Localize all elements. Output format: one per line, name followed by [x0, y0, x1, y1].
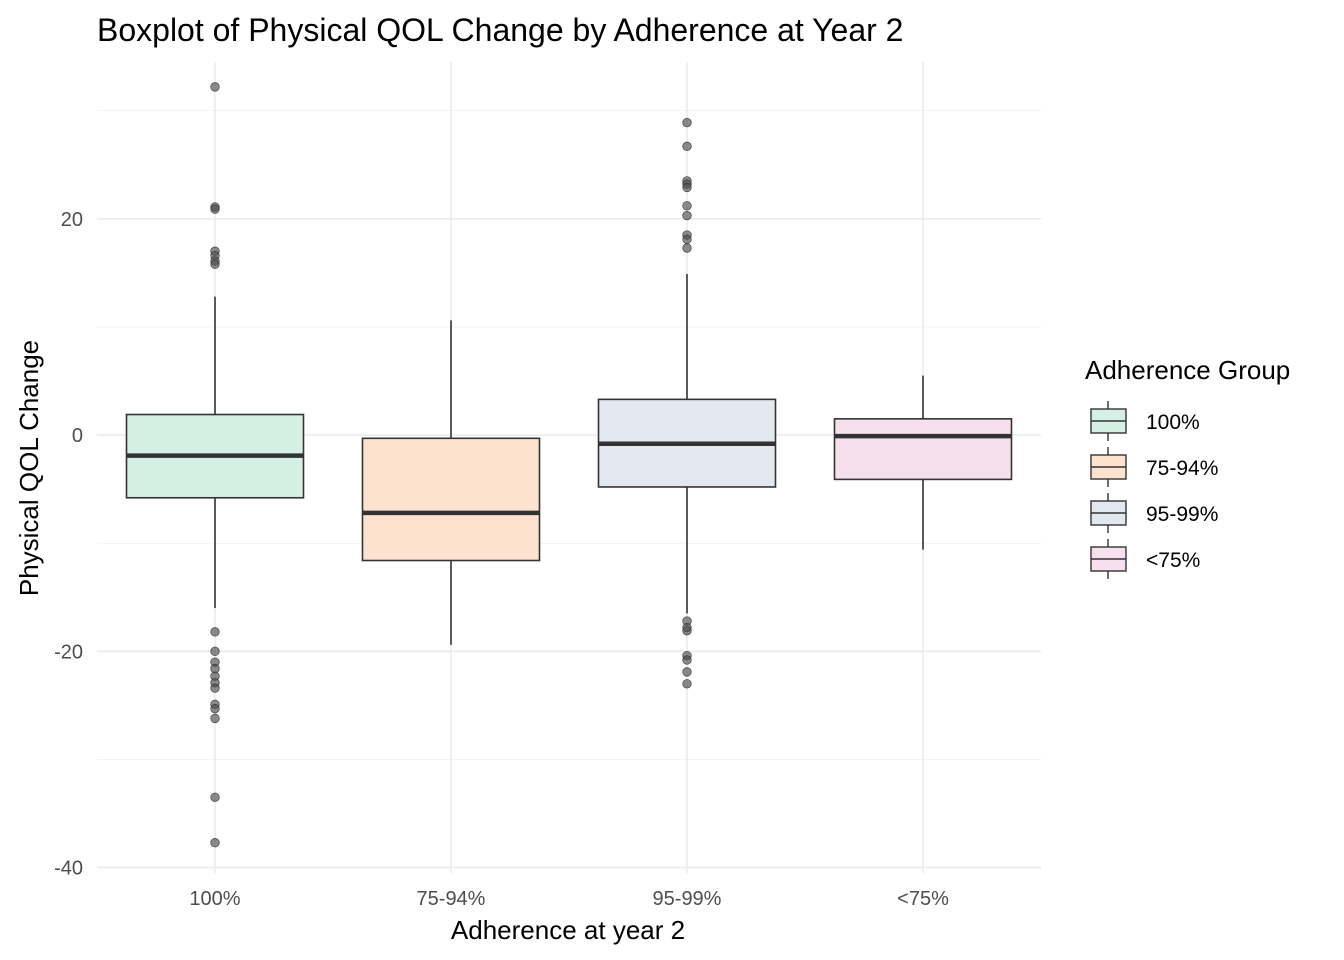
outlier-point — [682, 243, 692, 253]
outlier-layer — [210, 82, 692, 848]
legend-label: 100% — [1146, 411, 1200, 434]
outlier-point — [682, 141, 692, 152]
y-tick-label: -40 — [54, 858, 83, 880]
legend-label: 75-94% — [1146, 457, 1218, 480]
outlier-point — [682, 626, 692, 636]
y-tick-label: -20 — [54, 641, 83, 663]
outlier-point — [682, 201, 692, 211]
outlier-point — [682, 679, 692, 689]
outlier-point — [682, 667, 692, 677]
legend-item: 95-99% — [1090, 493, 1218, 533]
legend-item: 100% — [1090, 401, 1200, 441]
outlier-point — [210, 792, 220, 803]
x-axis-title: Adherence at year 2 — [451, 915, 685, 945]
box-group — [125, 296, 305, 609]
x-tick-label: 100% — [189, 888, 240, 910]
outlier-point — [210, 204, 220, 214]
legend-item: <75% — [1090, 539, 1200, 579]
legend-item: 75-94% — [1090, 447, 1218, 487]
y-axis-title: Physical QOL Change — [14, 340, 44, 596]
x-tick-label: 95-99% — [653, 888, 722, 910]
legend-title: Adherence Group — [1085, 355, 1290, 385]
box-group — [833, 375, 1013, 550]
outlier-point — [210, 646, 220, 657]
outlier-point — [682, 117, 692, 128]
outlier-point — [210, 713, 220, 724]
axis-layer: -40 -20 0 20 100% 75-94% 95-99% <75% — [54, 209, 949, 910]
outlier-point — [682, 182, 692, 193]
x-tick-label: 75-94% — [417, 888, 486, 910]
outlier-point — [210, 703, 220, 714]
outlier-point — [682, 234, 692, 245]
legend: Adherence Group 100% 75-94% 95-99% <75% — [1085, 355, 1290, 579]
legend-items: 100% 75-94% 95-99% <75% — [1090, 401, 1218, 579]
outlier-point — [210, 683, 220, 693]
y-tick-label: 20 — [61, 209, 83, 231]
legend-label: <75% — [1146, 549, 1200, 572]
chart-title: Boxplot of Physical QOL Change by Adhere… — [97, 12, 903, 48]
box-iqr — [833, 418, 1013, 481]
legend-label: 95-99% — [1146, 503, 1218, 526]
box-group — [361, 320, 541, 645]
outlier-point — [210, 259, 220, 269]
box-iqr — [361, 437, 541, 562]
outlier-point — [682, 655, 692, 665]
y-tick-label: 0 — [72, 425, 83, 447]
outlier-point — [210, 627, 220, 637]
outlier-point — [682, 210, 692, 221]
outlier-point — [210, 82, 220, 92]
x-tick-label: <75% — [897, 888, 949, 910]
outlier-point — [210, 838, 220, 848]
box-layer — [125, 273, 1013, 645]
box-group — [597, 273, 777, 614]
